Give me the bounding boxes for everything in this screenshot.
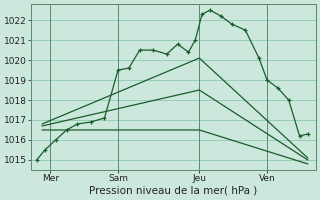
X-axis label: Pression niveau de la mer( hPa ): Pression niveau de la mer( hPa ) [90,186,258,196]
